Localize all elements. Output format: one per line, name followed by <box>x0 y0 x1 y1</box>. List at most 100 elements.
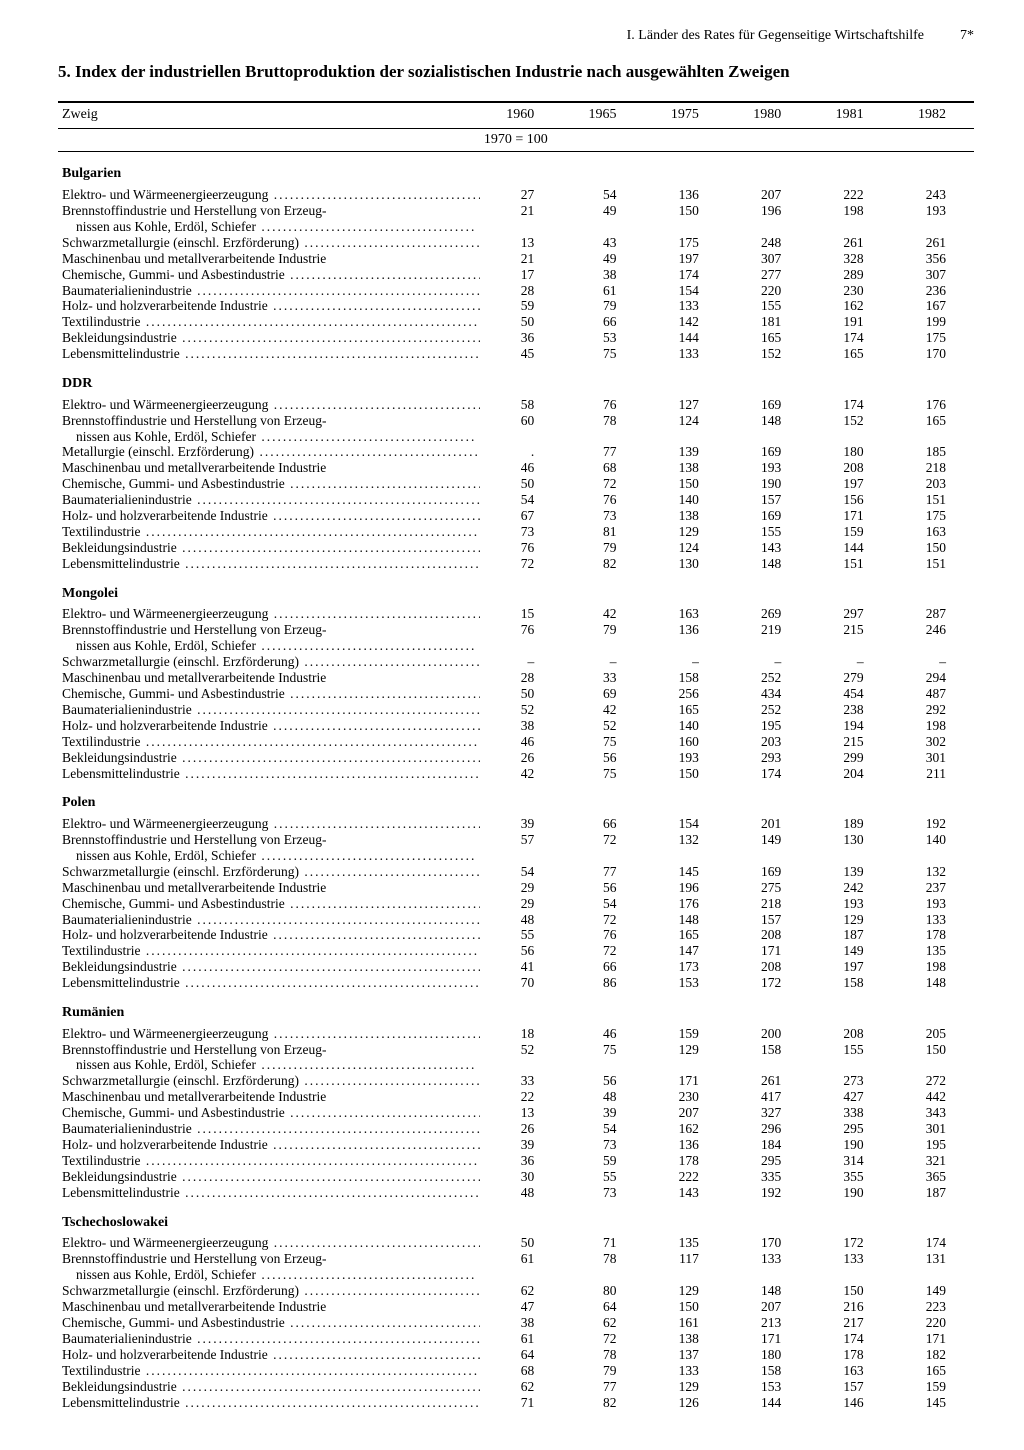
cell-value: 80 <box>562 1283 644 1299</box>
cell-value: 182 <box>892 1347 974 1363</box>
row-label: Elektro- und Wärmeenergieerzeugung <box>58 397 480 413</box>
cell-value: 129 <box>645 1379 727 1395</box>
cell-value: 138 <box>645 508 727 524</box>
cell-value: 165 <box>809 346 891 362</box>
table-row: Lebensmittelindustrie7182126144146145 <box>58 1395 974 1411</box>
cell-value: 148 <box>727 413 809 445</box>
cell-value: 28 <box>480 283 562 299</box>
cell-value: 218 <box>727 896 809 912</box>
cell-value: 129 <box>645 524 727 540</box>
cell-value: 54 <box>480 492 562 508</box>
cell-value: 220 <box>727 283 809 299</box>
table-row: Chemische, Gummi- und Asbestindustrie295… <box>58 896 974 912</box>
cell-value: 248 <box>727 235 809 251</box>
cell-value: 69 <box>562 686 644 702</box>
cell-value: 220 <box>892 1315 974 1331</box>
table-row: Holz- und holzverarbeitende Industrie557… <box>58 927 974 943</box>
table-row: Textilindustrie4675160203215302 <box>58 734 974 750</box>
cell-value: 15 <box>480 606 562 622</box>
cell-value: 172 <box>727 975 809 991</box>
table-row: Brennstoffindustrie und Herstellung von … <box>58 832 974 864</box>
table-row: Elektro- und Wärmeenergieerzeugung587612… <box>58 397 974 413</box>
cell-value: 163 <box>645 606 727 622</box>
cell-value: 314 <box>809 1153 891 1169</box>
cell-value: 198 <box>809 203 891 235</box>
cell-value: 158 <box>727 1363 809 1379</box>
cell-value: 149 <box>727 832 809 864</box>
table-row: Holz- und holzverarbeitende Industrie677… <box>58 508 974 524</box>
table-row: Chemische, Gummi- und Asbestindustrie133… <box>58 1105 974 1121</box>
cell-value: 46 <box>480 734 562 750</box>
cell-value: 171 <box>645 1073 727 1089</box>
cell-value: 162 <box>809 298 891 314</box>
row-label: Maschinenbau und metallverarbeitende Ind… <box>58 460 480 476</box>
page-header: I. Länder des Rates für Gegenseitige Wir… <box>58 28 974 45</box>
cell-value: 64 <box>480 1347 562 1363</box>
cell-value: 169 <box>727 508 809 524</box>
cell-value: 36 <box>480 1153 562 1169</box>
cell-value: 193 <box>809 896 891 912</box>
cell-value: 197 <box>809 959 891 975</box>
cell-value: 42 <box>480 766 562 782</box>
table-row: Brennstoffindustrie und Herstellung von … <box>58 203 974 235</box>
cell-value: 71 <box>480 1395 562 1411</box>
cell-value: 132 <box>892 864 974 880</box>
cell-value: 143 <box>645 1185 727 1201</box>
cell-value: 135 <box>892 943 974 959</box>
cell-value: 50 <box>480 476 562 492</box>
cell-value: 156 <box>809 492 891 508</box>
cell-value: 72 <box>562 476 644 492</box>
table-row: Baumaterialienindustrie5476140157156151 <box>58 492 974 508</box>
cell-value: 219 <box>727 622 809 654</box>
cell-value: 77 <box>562 864 644 880</box>
cell-value: 176 <box>645 896 727 912</box>
cell-value: 246 <box>892 622 974 654</box>
cell-value: 150 <box>645 476 727 492</box>
table-row: Brennstoffindustrie und Herstellung von … <box>58 622 974 654</box>
cell-value: 131 <box>892 1251 974 1283</box>
cell-value: 213 <box>727 1315 809 1331</box>
row-label: Chemische, Gummi- und Asbestindustrie <box>58 476 480 492</box>
table-row: Baumaterialienindustrie2861154220230236 <box>58 283 974 299</box>
cell-value: 174 <box>727 766 809 782</box>
cell-value: 124 <box>645 540 727 556</box>
cell-value: 178 <box>809 1347 891 1363</box>
cell-value: 427 <box>809 1089 891 1105</box>
cell-value: 297 <box>809 606 891 622</box>
cell-value: 150 <box>645 766 727 782</box>
cell-value: 203 <box>892 476 974 492</box>
cell-value: 77 <box>562 444 644 460</box>
cell-value: 82 <box>562 1395 644 1411</box>
cell-value: 77 <box>562 1379 644 1395</box>
cell-value: 64 <box>562 1299 644 1315</box>
cell-value: 205 <box>892 1026 974 1042</box>
table-row: Textilindustrie7381129155159163 <box>58 524 974 540</box>
row-label: Metallurgie (einschl. Erzförderung) <box>58 444 480 460</box>
cell-value: 129 <box>645 1042 727 1074</box>
cell-value: 49 <box>562 251 644 267</box>
cell-value: 292 <box>892 702 974 718</box>
cell-value: 165 <box>892 413 974 445</box>
table-row: Holz- und holzverarbeitende Industrie397… <box>58 1137 974 1153</box>
row-label: Baumaterialienindustrie <box>58 702 480 718</box>
cell-value: 155 <box>727 524 809 540</box>
cell-value: 165 <box>892 1363 974 1379</box>
country-header: Mongolei <box>58 572 974 607</box>
row-label: Brennstoffindustrie und Herstellung von … <box>58 1042 480 1074</box>
row-label: Bekleidungsindustrie <box>58 330 480 346</box>
country-name: Polen <box>58 781 974 816</box>
cell-value: 230 <box>809 283 891 299</box>
cell-value: 73 <box>562 508 644 524</box>
cell-value: 185 <box>892 444 974 460</box>
cell-value: 29 <box>480 880 562 896</box>
table-row: Chemische, Gummi- und Asbestindustrie506… <box>58 686 974 702</box>
cell-value: 48 <box>480 912 562 928</box>
row-label: Schwarzmetallurgie (einschl. Erzförderun… <box>58 864 480 880</box>
row-label: Holz- und holzverarbeitende Industrie <box>58 718 480 734</box>
cell-value: 215 <box>809 734 891 750</box>
cell-value: 442 <box>892 1089 974 1105</box>
cell-value: 178 <box>645 1153 727 1169</box>
cell-value: 151 <box>892 492 974 508</box>
cell-value: 61 <box>480 1251 562 1283</box>
cell-value: 66 <box>562 816 644 832</box>
